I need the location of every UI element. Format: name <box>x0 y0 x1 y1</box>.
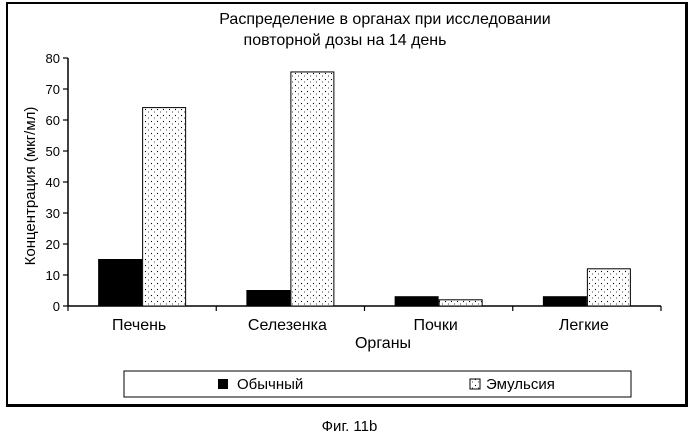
y-tick-label: 40 <box>46 175 60 190</box>
x-tick-label: Почки <box>413 317 457 334</box>
y-tick-label: 10 <box>46 268 60 283</box>
bar-emulsiya <box>439 300 482 306</box>
y-tick-label: 50 <box>46 144 60 159</box>
legend: Обычный Эмульсия <box>124 371 631 397</box>
bar-obychny <box>395 297 438 306</box>
legend-label-obychny: Обычный <box>237 376 303 393</box>
bar-emulsiya <box>143 108 186 306</box>
x-tick-label: Селезенка <box>248 317 327 334</box>
legend-swatch-obychny <box>218 379 228 389</box>
y-tick-label: 30 <box>46 206 60 221</box>
y-axis-label: Концентрация (мкг/мл) <box>22 107 39 266</box>
bar-obychny <box>99 260 142 307</box>
y-tick-label: 80 <box>46 51 60 66</box>
legend-label-emulsiya: Эмульсия <box>486 376 555 393</box>
y-tick-label: 70 <box>46 82 60 97</box>
plot-area: 0 10 20 30 40 50 60 70 80 Печень Селезенка Почки Лег… <box>46 51 661 334</box>
y-tick-label: 60 <box>46 113 60 128</box>
y-tick-label: 20 <box>46 237 60 252</box>
bar-obychny <box>543 297 586 306</box>
x-tick-label: Легкие <box>559 317 609 334</box>
bar-emulsiya <box>587 269 630 306</box>
chart-title-line-1: Распределение в органах при исследовании <box>219 11 550 28</box>
y-tick-label: 0 <box>53 299 60 314</box>
figure-caption: Фиг. 11b <box>0 418 699 435</box>
x-tick-label: Печень <box>112 317 166 334</box>
bar-emulsiya <box>291 72 334 306</box>
legend-box <box>124 371 631 397</box>
x-axis-label: Органы <box>355 335 411 352</box>
bar-obychny <box>247 291 290 307</box>
legend-swatch-emulsiya <box>470 379 480 389</box>
chart-title-line-2: повторной дозы на 14 день <box>244 32 447 49</box>
